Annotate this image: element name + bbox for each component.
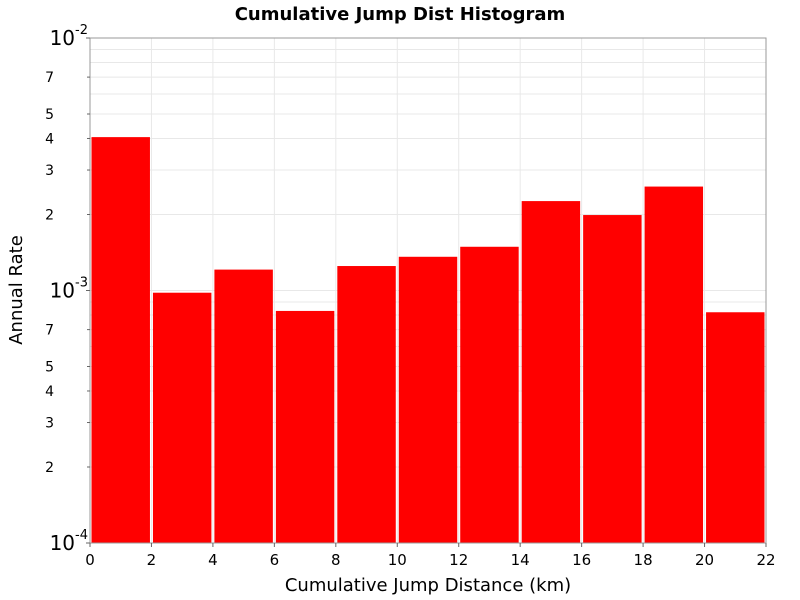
x-axis-label: Cumulative Jump Distance (km) [285,575,571,596]
y-minor-tick-label-9: 7 [45,70,54,86]
y-axis-label: Annual Rate [6,235,27,345]
chart-title: Cumulative Jump Dist Histogram [235,4,566,25]
histogram-bar-6 [398,256,458,543]
x-tick-label-2: 4 [208,551,218,569]
x-tick-label-0: 0 [85,551,95,569]
x-tick-label-7: 14 [511,551,530,569]
histogram-bar-4 [275,310,335,543]
histogram-bar-3 [214,269,273,543]
y-minor-tick-label-3: 5 [45,360,54,376]
histogram-bar-7 [460,246,519,544]
histogram-bar-2 [152,292,212,543]
y-minor-tick-label-1: 3 [45,416,54,432]
y-minor-tick-label-6: 3 [45,163,54,179]
histogram-bar-10 [644,186,704,543]
x-tick-label-1: 2 [147,551,157,569]
histogram-bar-1 [91,137,150,543]
histogram-bar-9 [583,215,642,543]
x-tick-label-3: 6 [270,551,280,569]
x-tick-label-5: 10 [388,551,407,569]
histogram-bar-8 [521,201,581,543]
y-minor-tick-label-2: 4 [45,384,54,400]
x-tick-label-9: 18 [634,551,653,569]
y-minor-tick-label-4: 7 [45,323,54,339]
y-major-tick-label-1: 10-3 [50,276,88,303]
y-minor-tick-label-0: 2 [45,460,54,476]
y-major-tick-label-2: 10-2 [50,23,88,50]
x-tick-label-4: 8 [331,551,341,569]
x-tick-label-6: 12 [449,551,468,569]
y-minor-tick-label-8: 5 [45,107,54,123]
y-minor-tick-label-5: 2 [45,207,54,223]
x-tick-label-11: 22 [756,551,775,569]
histogram-bar-11 [706,312,765,543]
y-minor-tick-label-7: 4 [45,131,54,147]
y-major-tick-label-0: 10-4 [50,528,88,555]
histogram-bar-5 [337,266,396,543]
x-tick-label-10: 20 [695,551,714,569]
plot-area: 0 2 4 6 8 10 12 14 16 18 20 22 10-4 10-3 10-2 2 3 4 5 7 2 3 4 5… [45,23,775,569]
x-tick-label-8: 16 [572,551,591,569]
